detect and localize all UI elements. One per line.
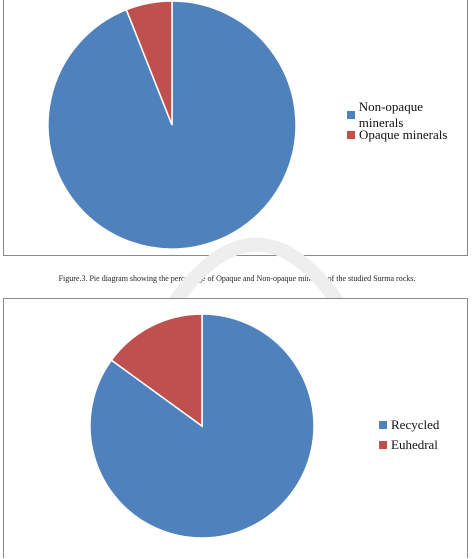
legend-item-euhedral: Euhedral (379, 435, 439, 455)
legend-label-non-opaque: Non-opaque minerals (358, 99, 423, 130)
chart-panel-grains: Recycled Euhedral (3, 298, 468, 558)
legend-label-euhedral: Euhedral (391, 437, 438, 452)
legend-item-recycled: Recycled (379, 415, 439, 435)
figure-caption: Figure.3. Pie diagram showing the percen… (58, 274, 416, 283)
legend-label-recycled: Recycled (391, 417, 440, 432)
legend-item-non-opaque: Non-opaque minerals (347, 99, 467, 130)
legend-swatch-euhedral (379, 441, 387, 449)
legend-swatch-non-opaque (347, 111, 355, 119)
pie-slice-euhedral (110, 313, 203, 428)
legend-minerals: Non-opaque minerals Opaque minerals (347, 99, 467, 145)
chart-panel-minerals: Non-opaque minerals Opaque minerals (3, 0, 468, 256)
legend-swatch-opaque (347, 131, 355, 139)
legend-swatch-recycled (379, 421, 387, 429)
pie-chart-grains (89, 313, 315, 539)
legend-grains: Recycled Euhedral (379, 415, 439, 455)
pie-slice-opaque-minerals (125, 0, 173, 126)
legend-label-opaque: Opaque minerals (359, 127, 448, 142)
legend-item-opaque: Opaque minerals (347, 125, 467, 145)
